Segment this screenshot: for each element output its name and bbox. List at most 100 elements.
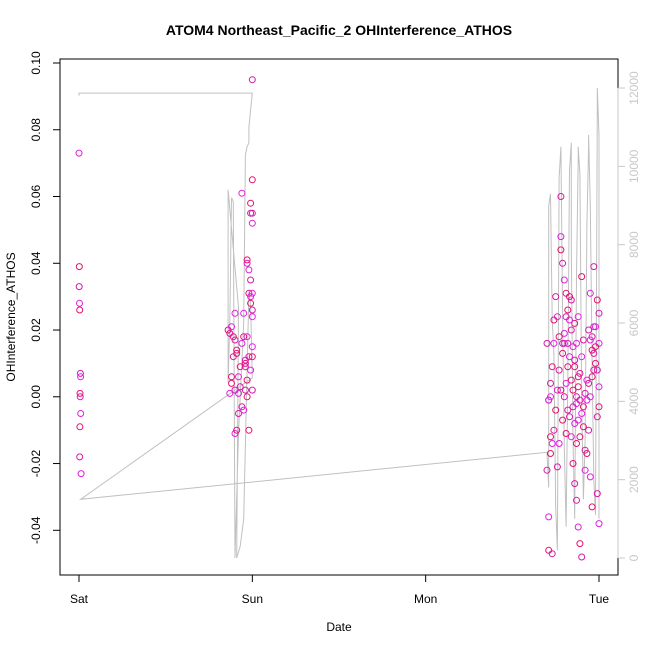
data-point bbox=[571, 480, 579, 488]
data-point bbox=[77, 470, 85, 478]
data-point bbox=[579, 423, 587, 431]
data-point bbox=[567, 296, 575, 304]
data-point bbox=[247, 366, 255, 374]
data-point bbox=[236, 383, 244, 391]
data-point bbox=[559, 259, 567, 267]
data-point bbox=[245, 426, 253, 434]
data-point bbox=[593, 413, 601, 421]
data-point bbox=[77, 410, 85, 417]
y-left-tick-label: 0.02 bbox=[29, 318, 43, 342]
data-point bbox=[574, 523, 582, 531]
data-point bbox=[574, 383, 582, 391]
x-tick-label: Sat bbox=[70, 592, 89, 606]
data-point bbox=[76, 423, 84, 431]
data-point bbox=[578, 353, 586, 361]
data-point bbox=[552, 293, 560, 301]
data-point bbox=[543, 466, 551, 474]
data-point bbox=[562, 430, 570, 437]
data-point bbox=[241, 363, 249, 371]
data-point bbox=[588, 373, 596, 381]
data-point bbox=[590, 349, 598, 357]
scatter-points bbox=[75, 76, 603, 561]
data-point bbox=[574, 416, 582, 424]
data-point bbox=[564, 363, 572, 371]
data-point bbox=[557, 246, 565, 254]
data-point bbox=[569, 343, 577, 351]
data-point bbox=[571, 356, 579, 364]
data-point bbox=[576, 540, 584, 548]
data-point bbox=[247, 299, 255, 307]
data-point bbox=[581, 446, 589, 454]
data-point bbox=[560, 393, 568, 401]
data-point bbox=[555, 333, 563, 341]
data-point bbox=[241, 359, 249, 367]
data-point bbox=[569, 460, 577, 467]
data-point bbox=[75, 263, 83, 271]
data-point bbox=[574, 313, 582, 321]
data-point bbox=[548, 363, 556, 371]
data-point bbox=[567, 326, 575, 334]
data-point bbox=[593, 366, 601, 374]
data-point bbox=[585, 426, 593, 434]
data-point bbox=[569, 386, 577, 394]
data-point bbox=[583, 450, 591, 457]
data-point bbox=[545, 513, 553, 521]
data-point bbox=[585, 326, 593, 334]
right-axis-line-series bbox=[78, 87, 600, 559]
y-right-tick-label: 6000 bbox=[627, 309, 641, 336]
data-point bbox=[595, 520, 603, 528]
data-point bbox=[559, 339, 567, 347]
data-point bbox=[586, 336, 594, 344]
data-point bbox=[545, 396, 553, 404]
data-point bbox=[245, 266, 253, 274]
data-point bbox=[579, 336, 587, 344]
data-point bbox=[564, 339, 572, 347]
data-point bbox=[228, 323, 235, 331]
data-point bbox=[590, 366, 598, 374]
data-point bbox=[566, 413, 573, 421]
data-point bbox=[578, 273, 586, 281]
y-axis-label: OHInterference_ATHOS bbox=[4, 252, 18, 381]
data-point bbox=[578, 410, 586, 417]
data-point bbox=[552, 406, 560, 414]
data-point bbox=[243, 259, 251, 267]
data-point bbox=[228, 373, 235, 381]
data-point bbox=[555, 440, 563, 447]
data-point bbox=[235, 373, 242, 381]
y-left-tick-label: -0.04 bbox=[29, 516, 43, 544]
y-right-tick-label: 12000 bbox=[627, 71, 641, 105]
data-point bbox=[247, 199, 255, 207]
data-point bbox=[559, 349, 567, 357]
data-point bbox=[557, 193, 565, 200]
data-point bbox=[579, 403, 587, 411]
data-point bbox=[588, 333, 596, 341]
data-point bbox=[543, 339, 551, 347]
y-left-tick-label: 0.10 bbox=[29, 51, 43, 75]
data-point bbox=[226, 389, 234, 397]
y-axis-right: 0 2000 4000 6000 8000 10000 12000 bbox=[617, 71, 641, 561]
data-point bbox=[585, 379, 593, 387]
data-point bbox=[557, 233, 565, 241]
data-point bbox=[547, 450, 554, 457]
y-right-tick-label: 4000 bbox=[627, 388, 641, 415]
data-point bbox=[553, 386, 561, 394]
data-point bbox=[550, 339, 558, 347]
data-point bbox=[248, 353, 256, 361]
data-point bbox=[560, 276, 568, 284]
data-point bbox=[590, 263, 598, 271]
data-point bbox=[557, 386, 565, 394]
data-point bbox=[243, 256, 251, 264]
data-point bbox=[76, 299, 83, 307]
data-point bbox=[75, 149, 83, 157]
data-point bbox=[595, 309, 603, 317]
data-point bbox=[235, 389, 242, 397]
data-point bbox=[231, 309, 239, 317]
y-right-tick-label: 10000 bbox=[627, 149, 641, 183]
x-axis-label: Date bbox=[326, 620, 352, 634]
data-point bbox=[588, 346, 596, 354]
data-point bbox=[231, 430, 239, 437]
data-point bbox=[247, 293, 255, 301]
data-point bbox=[567, 433, 575, 441]
data-point bbox=[233, 346, 241, 354]
